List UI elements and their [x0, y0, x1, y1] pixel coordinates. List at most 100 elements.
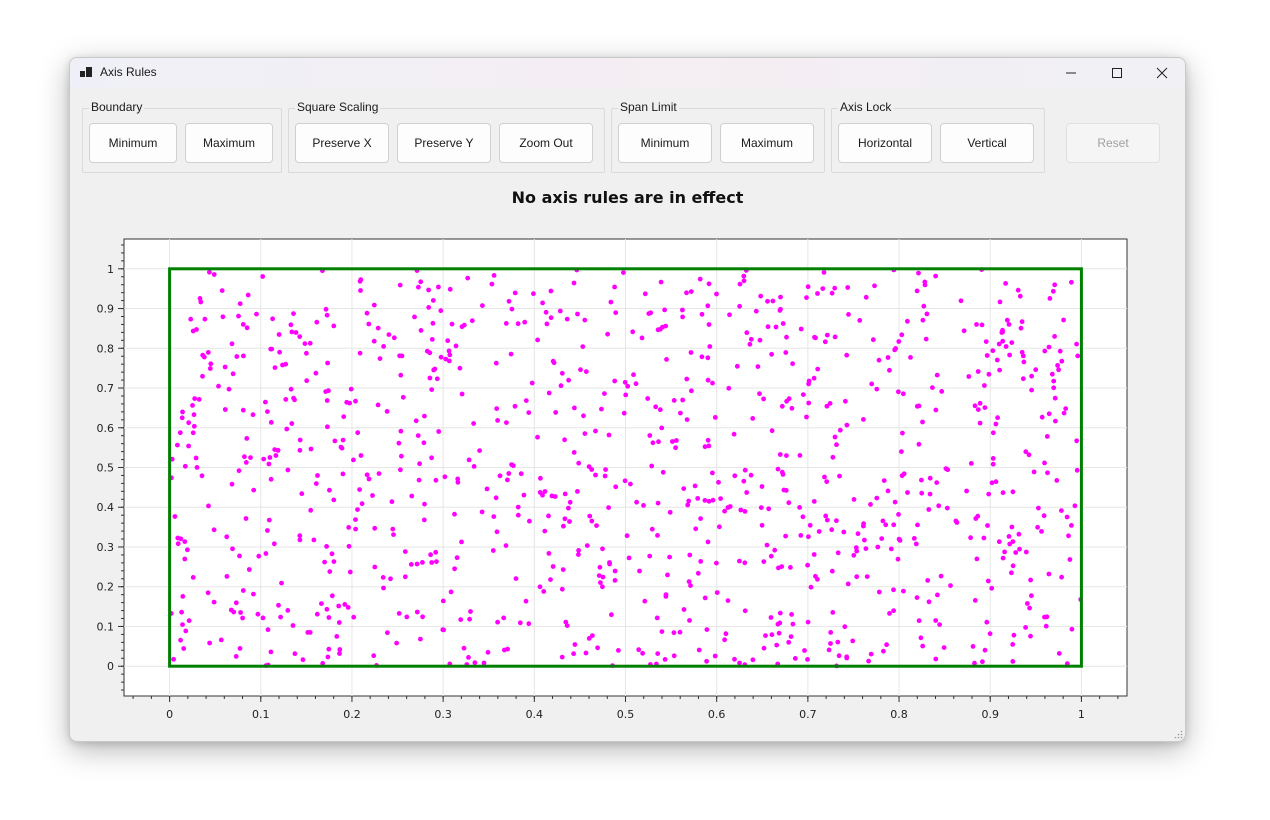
span-minimum-button[interactable]: Minimum: [618, 123, 712, 163]
scatter-point: [645, 396, 651, 401]
scatter-point: [497, 473, 503, 479]
scatter-point: [515, 504, 521, 510]
span-maximum-button[interactable]: Maximum: [720, 123, 814, 163]
scatter-point: [171, 656, 176, 662]
scatter-point: [656, 439, 661, 445]
scatter-point: [430, 320, 436, 326]
zoom-out-button[interactable]: Zoom Out: [499, 123, 593, 163]
scatter-point: [688, 350, 694, 355]
scatter-point: [837, 473, 842, 479]
scatter-point: [1055, 363, 1060, 368]
scatter-point: [513, 576, 519, 581]
scatter-point: [353, 526, 358, 532]
horizontal-lock-button[interactable]: Horizontal: [838, 123, 932, 163]
scatter-point: [454, 555, 460, 561]
scatter-point: [575, 489, 580, 494]
scatter-point: [211, 272, 217, 277]
preserve-x-button[interactable]: Preserve X: [295, 123, 389, 163]
scatter-point: [564, 623, 570, 628]
close-button[interactable]: [1139, 58, 1185, 88]
scatter-plot[interactable]: 0 0.1 0.2 0.3 0.4 0.5 0.6 0.7 0.8 0.9 1 0 0.1 0.2 0.3…: [70, 58, 1185, 741]
scatter-point: [734, 363, 740, 369]
scatter-point: [854, 574, 860, 580]
scatter-point: [742, 509, 748, 514]
scatter-point: [366, 476, 372, 482]
scatter-point: [757, 391, 762, 397]
scatter-point: [905, 490, 910, 495]
scatter-point: [658, 279, 664, 285]
scatter-point: [920, 419, 925, 425]
scatter-point: [933, 273, 938, 279]
scatter-point: [961, 328, 967, 334]
scatter-point: [806, 381, 811, 387]
scatter-point: [445, 338, 451, 344]
scatter-point: [256, 553, 262, 559]
scatter-point: [479, 509, 485, 515]
scatter-point: [434, 559, 439, 564]
minimize-button[interactable]: [1048, 58, 1094, 88]
scatter-point: [229, 481, 235, 487]
scatter-point: [1074, 438, 1080, 444]
maximize-button[interactable]: [1094, 58, 1140, 88]
scatter-point: [993, 479, 999, 485]
scatter-point: [271, 541, 277, 547]
vertical-lock-button[interactable]: Vertical: [940, 123, 1034, 163]
scatter-point: [698, 559, 704, 564]
scatter-point: [537, 490, 543, 495]
scatter-point: [207, 366, 213, 371]
scatter-point: [426, 305, 432, 310]
scatter-point: [582, 431, 588, 436]
reset-button[interactable]: Reset: [1066, 123, 1160, 163]
scatter-point: [1059, 358, 1065, 364]
scatter-point: [398, 372, 404, 378]
scatter-point: [336, 620, 342, 625]
scatter-point: [786, 500, 792, 506]
title-bar[interactable]: Axis Rules: [70, 58, 1185, 88]
scatter-point: [964, 488, 969, 494]
scatter-point: [612, 568, 618, 574]
scatter-point: [773, 324, 779, 330]
scatter-point: [607, 560, 612, 565]
boundary-maximum-button[interactable]: Maximum: [185, 123, 273, 163]
scatter-point: [1029, 373, 1034, 379]
scatter-point: [854, 548, 860, 554]
span-limit-group: [611, 108, 825, 173]
scatter-point: [816, 529, 822, 534]
scatter-point: [388, 576, 393, 582]
scatter-point: [371, 302, 377, 308]
scatter-point: [364, 310, 370, 316]
app-icon: [80, 67, 92, 77]
scatter-point: [843, 398, 848, 404]
scatter-point: [355, 507, 360, 512]
scatter-point: [597, 564, 603, 570]
scatter-point: [815, 291, 820, 296]
scatter-point: [559, 586, 565, 592]
boundary-minimum-button[interactable]: Minimum: [89, 123, 177, 163]
scatter-point: [297, 533, 303, 539]
scatter-point: [251, 487, 257, 493]
scatter-point: [693, 526, 699, 532]
scatter-point: [731, 431, 737, 437]
scatter-point: [1002, 549, 1007, 555]
scatter-point: [741, 478, 747, 484]
preserve-y-button[interactable]: Preserve Y: [397, 123, 491, 163]
scatter-point: [428, 552, 433, 558]
scatter-point: [788, 565, 793, 570]
scatter-point: [664, 357, 669, 362]
close-icon: [1156, 67, 1168, 79]
scatter-point: [832, 334, 838, 340]
scatter-point: [705, 377, 711, 383]
square-scaling-group: [288, 108, 605, 173]
scatter-point: [892, 499, 898, 505]
scatter-point: [490, 548, 496, 553]
scatter-point: [779, 403, 785, 409]
scatter-point: [261, 456, 267, 462]
scatter-point: [491, 273, 497, 278]
scatter-point: [863, 546, 869, 551]
scatter-point: [844, 422, 850, 428]
scatter-point: [805, 657, 810, 662]
scatter-point: [273, 453, 279, 458]
scatter-point: [1050, 288, 1056, 294]
resize-grip-icon[interactable]: [1173, 729, 1183, 739]
scatter-point: [880, 518, 886, 524]
